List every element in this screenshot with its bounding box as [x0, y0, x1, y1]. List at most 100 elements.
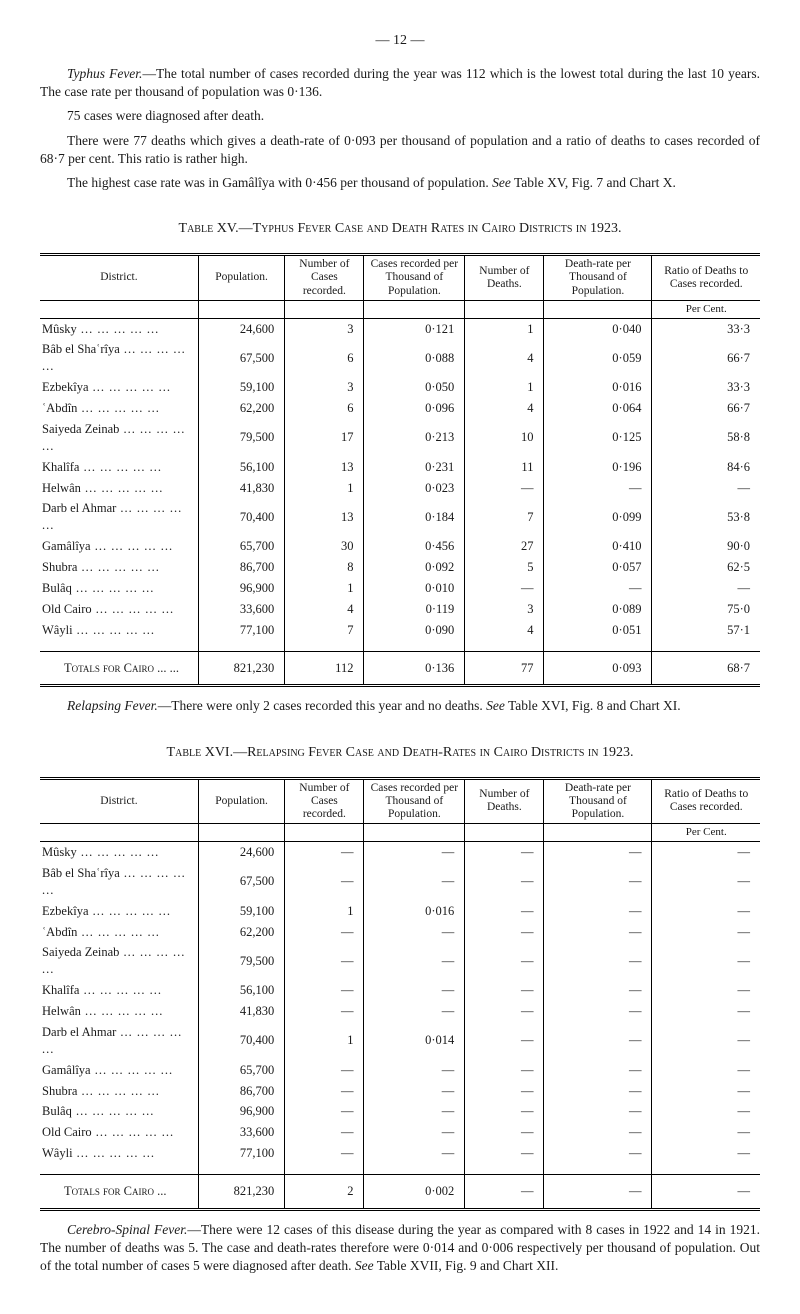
cell-district: Old Cairo [40, 1122, 198, 1143]
cell-ratio: 57·1 [652, 620, 760, 641]
cell-cases: 1 [285, 578, 364, 599]
cell-deathrate: 0·051 [544, 620, 652, 641]
cell-ratio: 75·0 [652, 599, 760, 620]
cell-pop: 62,200 [198, 398, 284, 419]
cell-cases: 6 [285, 398, 364, 419]
cell-deaths: — [465, 1001, 544, 1022]
cell-cases: — [285, 1081, 364, 1102]
cell-cases: — [285, 863, 364, 901]
cell-district: Old Cairo [40, 599, 198, 620]
cell-deaths: 7 [465, 498, 544, 536]
cell-deathrate: — [544, 922, 652, 943]
relapsing-ref: Table XVI, Fig. 8 and Chart XI. [505, 698, 681, 713]
cell-deathrate: 0·059 [544, 339, 652, 377]
table-xv-caption: Table XV.—Typhus Fever Case and Death Ra… [40, 220, 760, 239]
table-row: Bâb el Shaʿrîya67,500————— [40, 863, 760, 901]
cell-district: Saiyeda Zeinab [40, 419, 198, 457]
cell-ratio: — [652, 1001, 760, 1022]
table-xv: District. Population. Number of Cases re… [40, 253, 760, 687]
cell-ratio: — [652, 1122, 760, 1143]
cell-deathrate: 0·093 [544, 651, 652, 686]
cell-caserate: 0·121 [364, 318, 465, 339]
cell-caserate: 0·119 [364, 599, 465, 620]
cell-district: Saiyeda Zeinab [40, 942, 198, 980]
cell-ratio: 66·7 [652, 339, 760, 377]
cell-caserate: 0·050 [364, 377, 465, 398]
cell-deathrate: — [544, 1175, 652, 1210]
cell-deathrate: — [544, 1122, 652, 1143]
cell-deathrate: — [544, 863, 652, 901]
cell-deaths: — [465, 863, 544, 901]
cell-totals-label: Totals for Cairo ... ... [40, 651, 198, 686]
cell-cases: 1 [285, 1022, 364, 1060]
cell-deathrate: — [544, 942, 652, 980]
cell-ratio: — [652, 942, 760, 980]
cell-ratio: — [652, 478, 760, 499]
table-row: Mûsky24,60030·12110·04033·3 [40, 318, 760, 339]
cerebro-title: Cerebro-Spinal Fever. [67, 1222, 187, 1237]
cell-pop: 24,600 [198, 842, 284, 863]
cell-caserate: — [364, 1143, 465, 1164]
cell-pop: 79,500 [198, 419, 284, 457]
cell-cases: 17 [285, 419, 364, 457]
cell-caserate: 0·184 [364, 498, 465, 536]
cell-pop: 821,230 [198, 1175, 284, 1210]
table-xv-header-row: District. Population. Number of Cases re… [40, 255, 760, 301]
cerebro-see: See [355, 1258, 374, 1273]
cell-cases: 8 [285, 557, 364, 578]
percent-label: Per Cent. [652, 824, 760, 842]
cell-deaths: — [465, 1022, 544, 1060]
cell-caserate: 0·016 [364, 901, 465, 922]
cell-ratio: — [652, 1101, 760, 1122]
col-deathrate: Death-rate per Thousand of Population. [544, 255, 652, 301]
col-caserate: Cases recorded per Thousand of Populatio… [364, 778, 465, 824]
cell-pop: 96,900 [198, 1101, 284, 1122]
cell-pop: 33,600 [198, 599, 284, 620]
cell-cases: — [285, 1143, 364, 1164]
table-xvi-header-row: District. Population. Number of Cases re… [40, 778, 760, 824]
cell-district: Shubra [40, 1081, 198, 1102]
cell-district: Khalîfa [40, 980, 198, 1001]
table-row: Ezbekîya59,10030·05010·01633·3 [40, 377, 760, 398]
table-row: Khalîfa56,100130·231110·19684·6 [40, 457, 760, 478]
cell-cases: 13 [285, 457, 364, 478]
col-deathrate: Death-rate per Thousand of Population. [544, 778, 652, 824]
cell-deaths: 11 [465, 457, 544, 478]
cell-deathrate: — [544, 901, 652, 922]
cell-ratio: — [652, 901, 760, 922]
cell-ratio: — [652, 578, 760, 599]
table-row: Helwân41,830————— [40, 1001, 760, 1022]
cell-cases: — [285, 922, 364, 943]
cell-district: Bulâq [40, 1101, 198, 1122]
table-row: Mûsky24,600————— [40, 842, 760, 863]
col-district: District. [40, 255, 198, 301]
cell-deaths: — [465, 922, 544, 943]
cell-deaths: 3 [465, 599, 544, 620]
col-cases: Number of Cases recorded. [285, 255, 364, 301]
cell-deaths: 5 [465, 557, 544, 578]
para-relapsing: Relapsing Fever.—There were only 2 cases… [40, 697, 760, 715]
cell-district: Gamâlîya [40, 1060, 198, 1081]
cell-deaths: — [465, 942, 544, 980]
cell-deaths: — [465, 1175, 544, 1210]
cell-ratio: 33·3 [652, 318, 760, 339]
cell-ratio: — [652, 863, 760, 901]
cell-cases: — [285, 1122, 364, 1143]
cell-pop: 67,500 [198, 863, 284, 901]
page-number: — 12 — [40, 32, 760, 51]
cell-pop: 70,400 [198, 498, 284, 536]
cell-deaths: 4 [465, 398, 544, 419]
cell-deaths: 4 [465, 339, 544, 377]
cell-district: ʿAbdîn [40, 922, 198, 943]
cell-pop: 96,900 [198, 578, 284, 599]
cell-ratio: 68·7 [652, 651, 760, 686]
table-row: Shubra86,70080·09250·05762·5 [40, 557, 760, 578]
cell-deaths: 4 [465, 620, 544, 641]
highest-c: Table XV, Fig. 7 and Chart X. [511, 175, 676, 190]
col-pop: Population. [198, 255, 284, 301]
table-row: Bâb el Shaʿrîya67,50060·08840·05966·7 [40, 339, 760, 377]
cell-caserate: 0·092 [364, 557, 465, 578]
cell-deathrate: — [544, 842, 652, 863]
cell-caserate: — [364, 980, 465, 1001]
cell-deaths: 10 [465, 419, 544, 457]
